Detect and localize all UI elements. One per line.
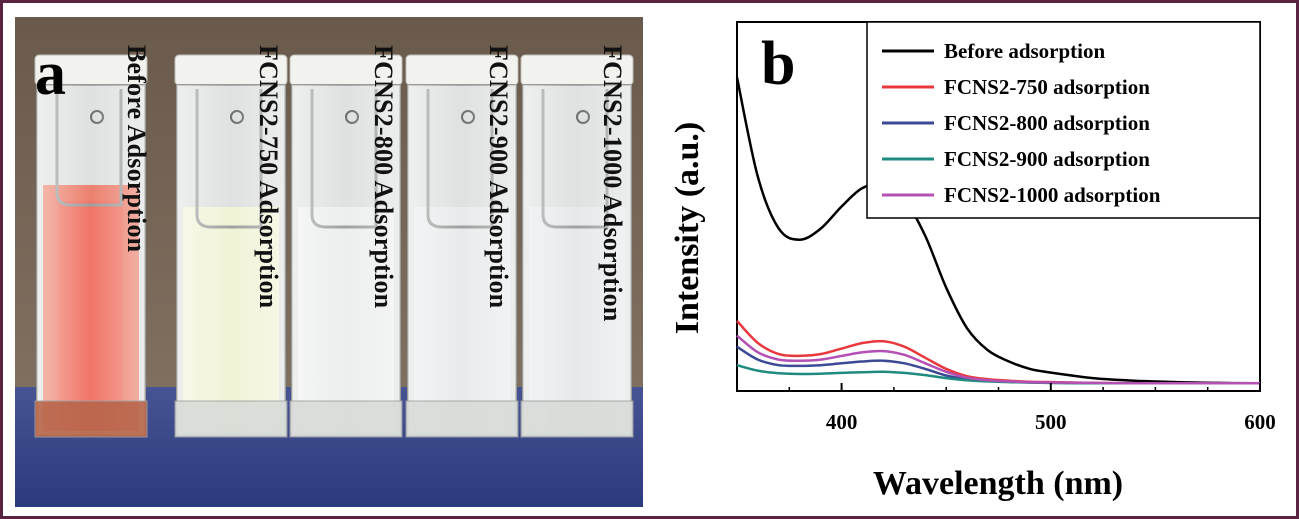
cuvette-glass [523, 85, 631, 435]
legend-label: FCNS2-750 adsorption [944, 75, 1150, 99]
legend-item: FCNS2-750 adsorption [882, 75, 1150, 99]
panel-letter-b: b [761, 30, 796, 98]
cuvette-photo-panel: a Before Adsorption FCNS2-750 Adsorption… [15, 17, 643, 507]
cuvette [520, 54, 634, 438]
cuvette-glass [177, 85, 285, 435]
series-lines [735, 77, 1261, 385]
x-tick-label: 400 [826, 410, 858, 434]
series-line [736, 334, 1261, 385]
cuvette-label: FCNS2-750 Adsorption [254, 45, 283, 309]
cuvette-label: FCNS2-1000 Adsorption [598, 45, 627, 322]
legend-box [866, 21, 1261, 219]
legend-label: FCNS2-900 adsorption [944, 147, 1150, 171]
cuvette-base [520, 400, 634, 438]
legend-label: FCNS2-800 adsorption [944, 111, 1150, 135]
cuvette-photo [15, 17, 643, 507]
cuvette-label: Before Adsorption [122, 45, 151, 253]
cuvette [289, 54, 403, 438]
x-tick-label: 500 [1035, 410, 1067, 434]
cuvette-base [34, 400, 148, 438]
cuvette-base [289, 400, 403, 438]
cuvette-base [405, 400, 519, 438]
x-axis-title: Wavelength (nm) [873, 465, 1123, 502]
cuvette [34, 54, 148, 438]
absorption-chart: 400 500 600 Before adsorption FCNS2-750 ads… [669, 21, 1276, 502]
series-line [736, 345, 1261, 385]
cuvette [174, 54, 288, 438]
cuvette [405, 54, 519, 438]
legend-item: FCNS2-1000 adsorption [882, 183, 1161, 207]
legend-label: FCNS2-1000 adsorption [944, 183, 1161, 207]
x-tick-label: 600 [1244, 410, 1276, 434]
cuvette-glass [292, 85, 400, 435]
series-line [735, 77, 1261, 385]
legend-item: Before adsorption [882, 39, 1106, 63]
cuvettes [34, 54, 634, 438]
x-ticks: 400 500 600 [788, 383, 1276, 434]
legend-item: FCNS2-900 adsorption [882, 147, 1150, 171]
cuvette-glass [37, 85, 145, 435]
legend-item: FCNS2-800 adsorption [882, 111, 1150, 135]
cuvette-label: FCNS2-900 Adsorption [484, 45, 513, 309]
y-axis-title: Intensity (a.u.) [669, 122, 706, 335]
panel-letter-a: a [35, 40, 66, 108]
absorption-chart-panel: 400 500 600 Before adsorption FCNS2-750 ads… [646, 3, 1296, 516]
cuvette-base [174, 400, 288, 438]
cuvette-glass [408, 85, 516, 435]
legend: Before adsorption FCNS2-750 adsorption FCN… [882, 39, 1161, 207]
cuvette-label: FCNS2-800 Adsorption [369, 45, 398, 309]
legend-label: Before adsorption [944, 39, 1106, 63]
